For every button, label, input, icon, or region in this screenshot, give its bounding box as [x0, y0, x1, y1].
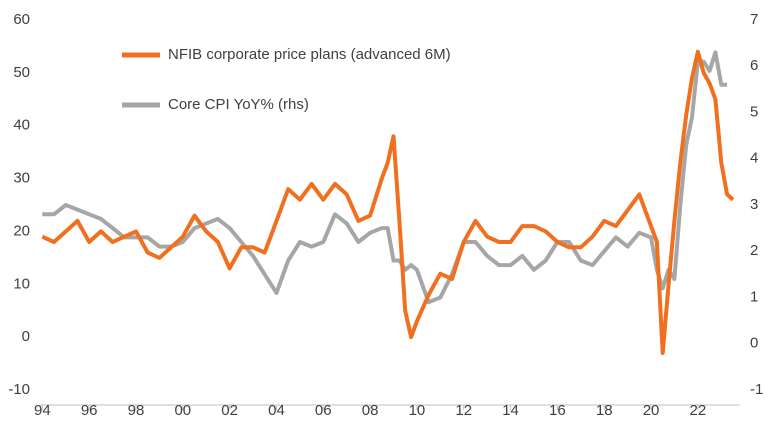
- y2-tick-label: 6: [750, 57, 758, 74]
- x-tick-label: 08: [362, 402, 379, 419]
- series-line: [41, 49, 735, 355]
- y2-tick-label: 7: [750, 11, 758, 28]
- y-tick-label: 0: [22, 328, 30, 345]
- y-tick-label: 50: [13, 64, 30, 81]
- x-tick-label: 06: [315, 402, 332, 419]
- x-tick-label: 22: [690, 402, 707, 419]
- y2-tick-label: 1: [750, 288, 758, 305]
- x-tick-label: 94: [34, 402, 51, 419]
- series-line: [42, 50, 728, 305]
- y2-tick-label: 0: [750, 335, 758, 352]
- y-tick-label: 20: [13, 222, 30, 239]
- y-tick-label: -10: [8, 381, 30, 398]
- x-tick-label: 20: [643, 402, 660, 419]
- x-tick-label: 98: [128, 402, 145, 419]
- x-tick-label: 16: [549, 402, 566, 419]
- y2-tick-label: 4: [750, 150, 758, 167]
- y2-tick-label: 3: [750, 196, 758, 213]
- y-tick-label: 10: [13, 275, 30, 292]
- y-tick-label: 60: [13, 11, 30, 28]
- x-tick-label: 14: [502, 402, 519, 419]
- y2-tick-label: -1: [750, 381, 763, 398]
- x-tick-label: 02: [221, 402, 238, 419]
- x-tick-label: 04: [268, 402, 285, 419]
- legend-label: Core CPI YoY% (rhs): [168, 96, 309, 113]
- y-tick-label: 40: [13, 117, 30, 134]
- x-tick-label: 12: [455, 402, 472, 419]
- y2-tick-label: 2: [750, 242, 758, 259]
- y-tick-label: 30: [13, 170, 30, 187]
- x-tick-label: 96: [81, 402, 98, 419]
- x-tick-label: 18: [596, 402, 613, 419]
- y2-tick-label: 5: [750, 103, 758, 120]
- legend-label: NFIB corporate price plans (advanced 6M): [168, 46, 451, 63]
- x-tick-label: 10: [409, 402, 426, 419]
- x-tick-label: 00: [174, 402, 191, 419]
